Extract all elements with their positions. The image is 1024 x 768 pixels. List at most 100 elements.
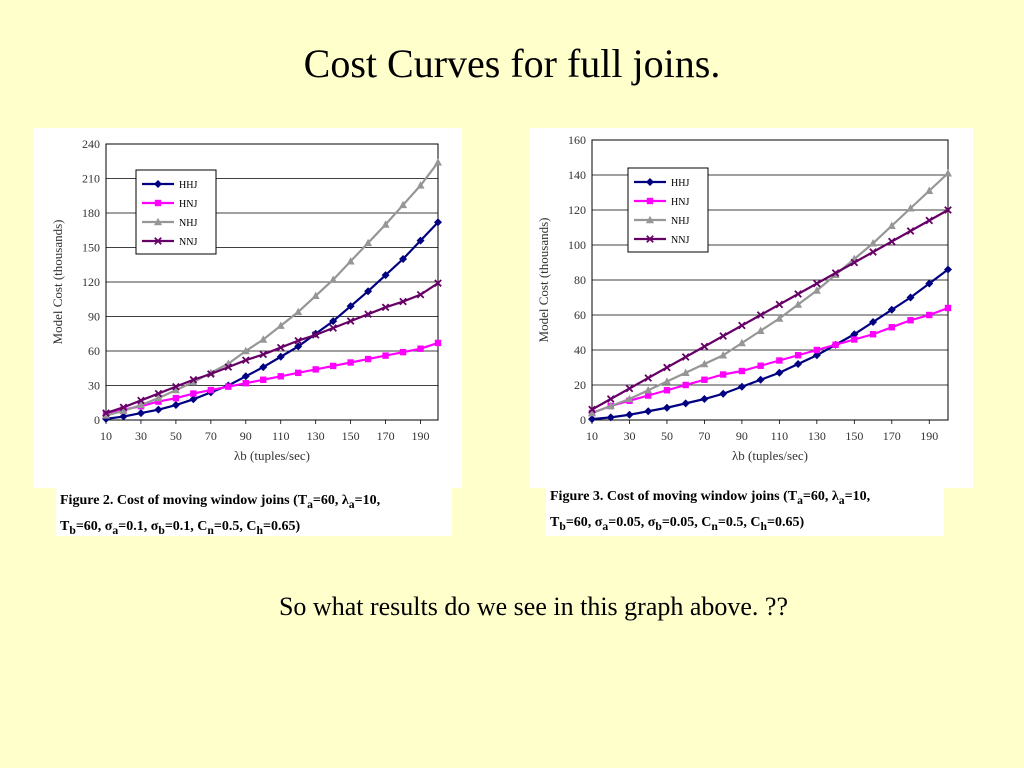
data-point [294,336,303,345]
data-point [381,271,390,280]
y-axis-label: Model Cost (thousands) [536,218,551,343]
data-point [242,380,249,387]
x-tick-label: 170 [883,429,901,443]
data-point [719,351,728,359]
caption-subscript: h [256,523,263,537]
data-point [119,412,128,421]
data-point [346,302,355,311]
data-point [756,311,765,319]
caption-subscript: a [307,497,313,511]
x-tick-label: 150 [342,429,360,443]
x-tick-label: 190 [412,429,430,443]
data-point [347,359,354,366]
data-point [644,407,653,416]
legend-label: HNJ [671,197,689,208]
y-tick-label: 140 [568,168,586,182]
series-hhj [102,218,442,423]
data-point [812,286,821,294]
data-point [312,366,319,373]
data-point [382,352,389,359]
data-point [625,384,634,393]
data-point [812,351,821,360]
y-tick-label: 90 [88,310,100,324]
data-point [364,310,372,319]
data-point [926,311,933,319]
series-hnj [588,304,952,417]
legend-marker [646,215,654,224]
caption-subscript: h [760,519,767,533]
data-point [225,383,232,390]
caption-subscript: a [797,493,803,507]
data-point [399,297,407,306]
data-point [276,343,285,352]
legend-label: HHJ [671,178,689,189]
y-tick-label: 60 [574,308,586,322]
data-point [606,413,615,422]
data-point [794,290,802,298]
data-point [644,386,653,394]
data-point [207,370,215,378]
data-point [925,216,934,225]
data-point [850,258,859,267]
data-point [663,387,671,394]
caption-line-1: Figure 3. Cost of moving window joins (T… [550,486,944,512]
data-point [925,279,934,288]
data-point [259,363,268,372]
caption-text: =10, [844,489,871,504]
data-point [329,324,337,332]
data-point [775,368,784,377]
data-point [832,341,839,348]
data-point [944,304,952,312]
data-point [663,363,671,372]
caption-subscript: a [838,493,845,507]
data-point [276,321,285,329]
caption-text: T [550,514,560,530]
caption-subscript: b [158,523,165,537]
data-point [154,405,163,414]
data-point [207,386,215,394]
series-line [105,282,439,415]
legend-label: NHJ [179,218,197,229]
data-point [719,332,727,340]
y-tick-label: 60 [88,344,100,358]
x-tick-label: 70 [698,429,710,443]
legend-marker [154,180,162,188]
data-point [136,400,145,409]
data-point [869,331,877,338]
data-point [364,238,373,247]
data-point [625,410,634,419]
x-tick-label: 90 [240,429,252,443]
data-point [851,336,858,343]
chart-panel-left: 0 30 60 90 120 150 180 210 240 10 30 50 70 90 110 130 15… [34,128,462,488]
data-point [813,346,821,354]
data-point [190,390,197,397]
caption-text: Figure 2. Cost of moving window joins (T [60,493,308,508]
data-point [136,409,145,418]
data-point [794,352,802,359]
data-point [644,374,653,382]
x-tick-label: 130 [808,429,826,443]
x-tick-label: 70 [205,429,217,443]
legend-marker [646,235,654,243]
data-point [311,331,320,339]
data-point [775,300,784,309]
series-nnj [588,206,952,414]
data-point [329,275,338,283]
y-tick-label: 240 [82,137,100,151]
data-point [906,204,915,212]
data-point [794,360,803,368]
chart-right: 0 20 40 60 80 100 120 140 160 10 30 50 70 90 110 130 150… [536,133,952,463]
legend-marker [646,197,654,205]
x-tick-label: 130 [307,429,325,443]
data-point [171,385,180,394]
data-point [944,169,952,177]
legend-item: NNJ [142,237,197,248]
data-point [294,307,303,316]
x-tick-label: 10 [586,429,598,443]
data-point [738,321,746,330]
data-point [189,395,198,404]
data-point [119,403,128,412]
data-point [831,269,840,277]
data-point [887,305,896,314]
data-point [329,362,337,370]
